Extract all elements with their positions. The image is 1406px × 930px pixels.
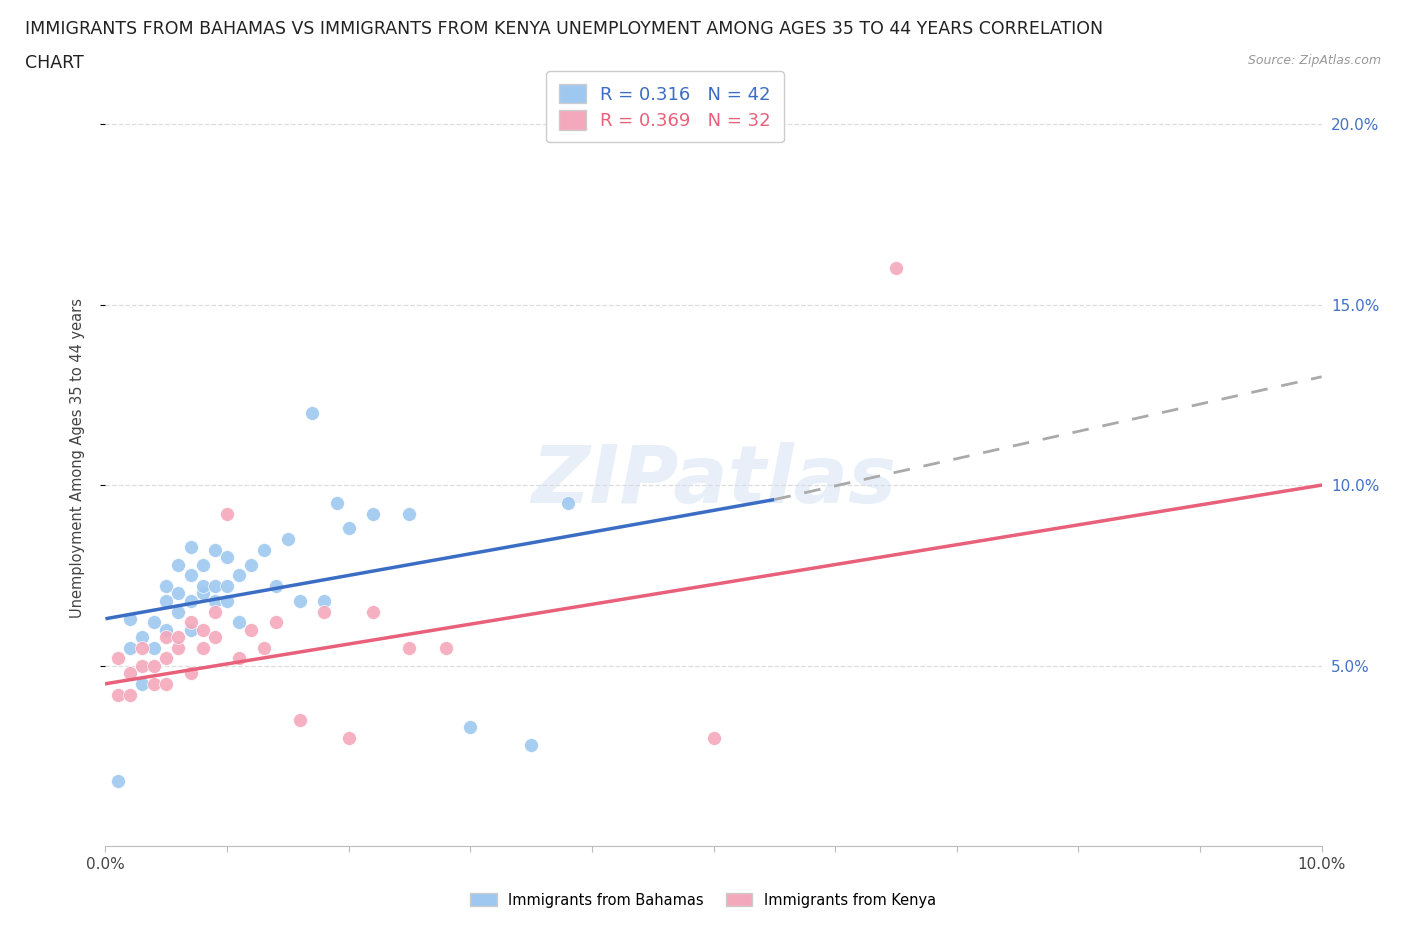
Point [434, 640, 457, 655]
Point [118, 666, 141, 681]
Point [180, 568, 202, 583]
Point [314, 593, 336, 608]
Point [180, 615, 202, 630]
Point [155, 578, 177, 593]
Point [204, 593, 226, 608]
Point [361, 604, 384, 619]
Point [180, 666, 202, 681]
Point [107, 687, 129, 702]
Point [155, 676, 177, 691]
Point [143, 615, 166, 630]
Point [264, 615, 287, 630]
Legend: Immigrants from Bahamas, Immigrants from Kenya: Immigrants from Bahamas, Immigrants from… [464, 886, 942, 913]
Point [167, 586, 190, 601]
Point [107, 774, 129, 789]
Point [884, 261, 907, 276]
Point [155, 622, 177, 637]
Legend: R = 0.316   N = 42, R = 0.369   N = 32: R = 0.316 N = 42, R = 0.369 N = 32 [546, 71, 783, 142]
Point [191, 586, 214, 601]
Point [167, 630, 190, 644]
Point [557, 496, 579, 511]
Point [337, 521, 360, 536]
Point [155, 593, 177, 608]
Point [118, 640, 141, 655]
Point [131, 658, 153, 673]
Point [180, 539, 202, 554]
Point [398, 507, 420, 522]
Point [155, 651, 177, 666]
Point [131, 630, 153, 644]
Point [520, 737, 543, 752]
Point [288, 712, 311, 727]
Point [314, 604, 336, 619]
Point [180, 622, 202, 637]
Point [337, 730, 360, 745]
Y-axis label: Unemployment Among Ages 35 to 44 years: Unemployment Among Ages 35 to 44 years [70, 298, 84, 618]
Point [217, 578, 239, 593]
Text: CHART: CHART [25, 54, 84, 72]
Point [252, 640, 274, 655]
Text: ZIPatlas: ZIPatlas [531, 443, 896, 520]
Point [204, 630, 226, 644]
Point [277, 532, 299, 547]
Point [325, 496, 347, 511]
Point [288, 593, 311, 608]
Point [167, 557, 190, 572]
Point [228, 568, 250, 583]
Point [191, 622, 214, 637]
Point [118, 687, 141, 702]
Point [301, 405, 323, 420]
Point [702, 730, 725, 745]
Point [118, 611, 141, 626]
Point [361, 507, 384, 522]
Point [264, 578, 287, 593]
Point [180, 593, 202, 608]
Point [228, 651, 250, 666]
Point [204, 578, 226, 593]
Point [204, 543, 226, 558]
Point [131, 676, 153, 691]
Point [191, 557, 214, 572]
Point [228, 615, 250, 630]
Point [458, 720, 481, 735]
Point [143, 658, 166, 673]
Text: IMMIGRANTS FROM BAHAMAS VS IMMIGRANTS FROM KENYA UNEMPLOYMENT AMONG AGES 35 TO 4: IMMIGRANTS FROM BAHAMAS VS IMMIGRANTS FR… [25, 20, 1104, 38]
Point [167, 640, 190, 655]
Point [167, 604, 190, 619]
Point [155, 630, 177, 644]
Point [217, 507, 239, 522]
Point [191, 640, 214, 655]
Point [143, 676, 166, 691]
Point [217, 550, 239, 565]
Text: Source: ZipAtlas.com: Source: ZipAtlas.com [1247, 54, 1381, 67]
Point [217, 593, 239, 608]
Point [240, 557, 263, 572]
Point [131, 640, 153, 655]
Point [107, 651, 129, 666]
Point [204, 604, 226, 619]
Point [191, 578, 214, 593]
Point [398, 640, 420, 655]
Point [252, 543, 274, 558]
Point [240, 622, 263, 637]
Point [143, 640, 166, 655]
